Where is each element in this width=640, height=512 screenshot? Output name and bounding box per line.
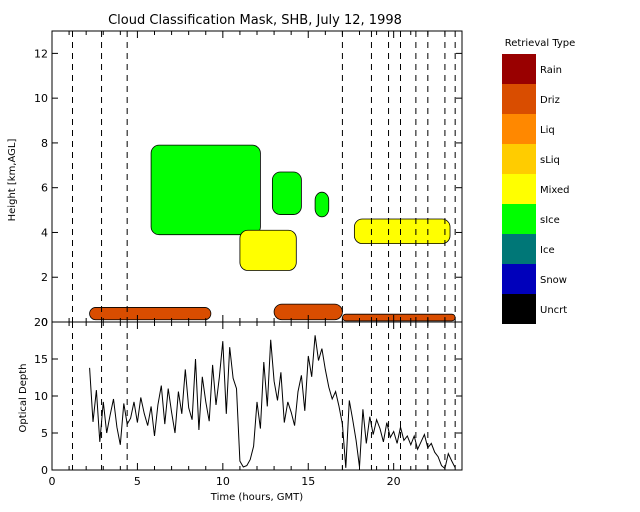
chart-title: Cloud Classification Mask, SHB, July 12,…: [108, 13, 402, 28]
legend-label-liq: Liq: [540, 125, 555, 136]
legend-label-snow: Snow: [540, 275, 567, 286]
mask-x-ticks: [51, 31, 463, 322]
mask-y-tick-label-3: 6: [41, 182, 48, 195]
legend-swatch-liq: [502, 114, 536, 144]
legend-items: Rain Driz Liq sLiq Mixed sIce Ice Snow Uncrt: [502, 54, 570, 324]
mask-region-sice-2: [314, 191, 330, 218]
legend-swatch-rain: [502, 54, 536, 84]
od-y-ticks: 0 5 10 15 20: [34, 316, 462, 477]
x-tick-label-2: 10: [216, 475, 230, 488]
mask-y-tick-label-6: 12: [34, 47, 48, 60]
mask-panel: 0 2 4 6 8 10 12 Height [km,AGL]: [7, 30, 463, 329]
legend-label-sice: sIce: [540, 215, 560, 226]
legend-swatch-mixed: [502, 174, 536, 204]
legend-label-mixed: Mixed: [540, 185, 570, 196]
legend-swatch-sice: [502, 204, 536, 234]
optical-depth-line: [89, 335, 456, 470]
mask-y-tick-label-4: 8: [41, 137, 48, 150]
mask-region-sice-0: [150, 144, 261, 236]
od-y-tick-label-2: 10: [34, 390, 48, 403]
od-dashed-lines: [72, 322, 456, 470]
legend-swatch-driz: [502, 84, 536, 114]
x-tick-label-3: 15: [301, 475, 315, 488]
mask-region-driz-5: [89, 307, 212, 321]
legend-swatch-sliq: [502, 144, 536, 174]
od-y-tick-label-3: 15: [34, 353, 48, 366]
retrieval-type-legend: Retrieval Type Rain Driz Liq sLiq Mixed sIce I…: [502, 38, 575, 324]
mask-y-axis-label: Height [km,AGL]: [7, 139, 18, 222]
mask-y-tick-label-1: 2: [41, 271, 48, 284]
od-y-tick-label-0: 0: [41, 464, 48, 477]
legend-swatch-ice: [502, 234, 536, 264]
legend-swatch-uncrt: [502, 294, 536, 324]
x-axis-label: Time (hours, GMT): [210, 492, 304, 503]
x-tick-label-4: 20: [387, 475, 401, 488]
x-tick-label-0: 0: [49, 475, 56, 488]
legend-label-sliq: sLiq: [540, 155, 560, 166]
x-tick-label-1: 5: [134, 475, 141, 488]
legend-title: Retrieval Type: [505, 38, 576, 49]
od-y-axis-label: Optical Depth: [18, 364, 29, 433]
mask-region-mixed-3: [239, 229, 297, 271]
legend-swatch-snow: [502, 264, 536, 294]
mask-region-sice-1: [271, 171, 302, 215]
mask-region-mixed-4: [353, 218, 451, 245]
mask-y-tick-label-0: 0: [41, 316, 48, 329]
mask-dashed-lines: [72, 31, 456, 322]
optical-depth-panel: 0 5 10 15 20 0 5 10 15 20 Optical Depth Time (ho…: [18, 316, 463, 503]
od-y-tick-label-1: 5: [41, 427, 48, 440]
legend-label-driz: Driz: [540, 95, 560, 106]
od-y-tick-label-4: 20: [34, 316, 48, 329]
mask-y-tick-label-2: 4: [41, 226, 48, 239]
mask-y-tick-label-5: 10: [34, 92, 48, 105]
legend-label-uncrt: Uncrt: [540, 305, 567, 316]
legend-label-ice: Ice: [540, 245, 555, 256]
od-x-ticks: 0 5 10 15 20: [49, 322, 463, 488]
legend-label-rain: Rain: [540, 65, 562, 76]
